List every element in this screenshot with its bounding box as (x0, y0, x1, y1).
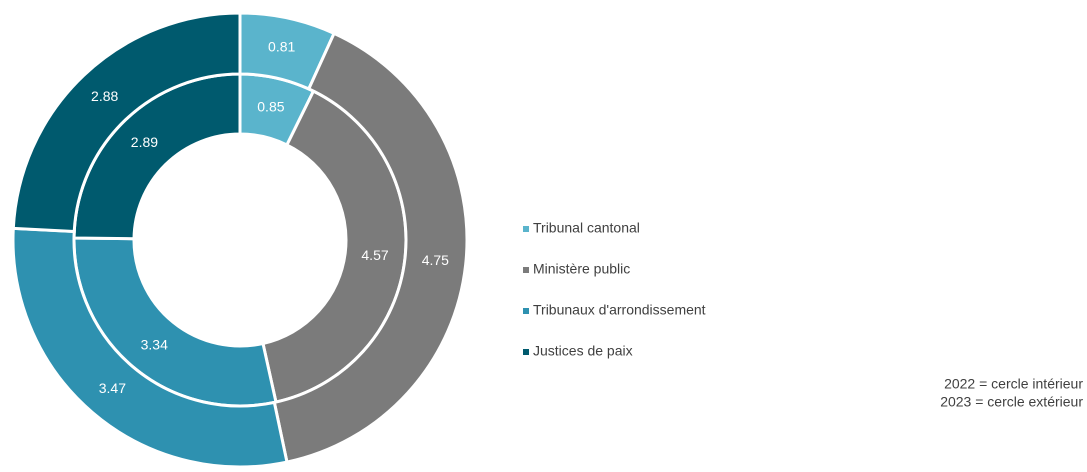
data-label: 2.88 (91, 88, 118, 104)
legend-swatch (523, 226, 529, 232)
data-label: 3.47 (99, 380, 126, 396)
data-label: 2.89 (131, 134, 158, 150)
annotation: 2023 = cercle extérieur (940, 394, 1083, 410)
legend-label: Tribunaux d'arrondissement (533, 302, 706, 318)
data-label: 0.81 (268, 39, 295, 55)
data-label: 4.57 (361, 247, 388, 263)
donut-segment (272, 31, 469, 464)
annotation: 2022 = cercle intérieur (944, 376, 1083, 392)
donut-segment (11, 226, 289, 469)
data-label: 4.75 (422, 252, 449, 268)
legend-swatch (523, 349, 529, 355)
legend-swatch (523, 308, 529, 314)
legend-label: Justices de paix (533, 343, 633, 359)
data-label: 0.85 (257, 98, 284, 114)
legend-label: Tribunal cantonal (533, 220, 640, 236)
legend-label: Ministère public (533, 261, 630, 277)
donut-segment (11, 11, 242, 234)
legend-swatch (523, 267, 529, 273)
data-label: 3.34 (141, 336, 168, 352)
